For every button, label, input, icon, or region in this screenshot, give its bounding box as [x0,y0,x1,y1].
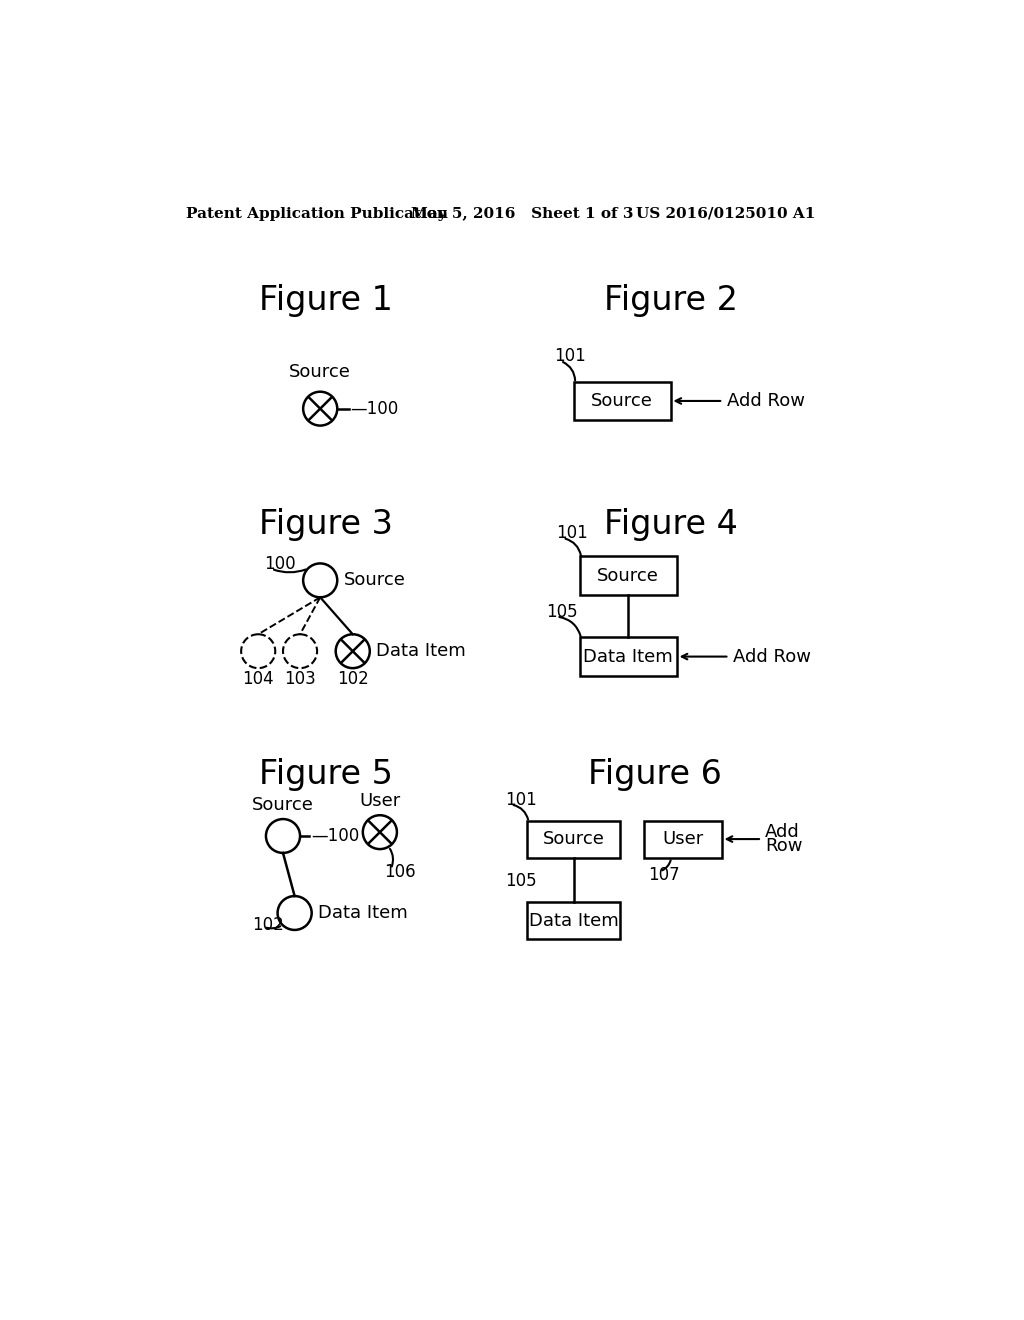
Bar [527,903,621,940]
Text: Figure 3: Figure 3 [259,508,392,541]
Text: Source: Source [289,363,351,380]
Text: Source: Source [343,572,406,589]
Text: Source: Source [252,796,314,814]
Text: —100: —100 [350,400,398,417]
Text: 106: 106 [384,863,416,882]
Text: Data Item: Data Item [376,643,466,660]
Text: Figure 1: Figure 1 [259,284,392,317]
Text: 105: 105 [506,871,537,890]
Text: Figure 4: Figure 4 [603,508,737,541]
Text: Source: Source [591,392,653,411]
Text: Figure 6: Figure 6 [588,758,722,791]
Text: 107: 107 [648,866,680,883]
Text: Figure 2: Figure 2 [603,284,737,317]
Text: 102: 102 [252,916,284,933]
Text: 101: 101 [505,791,537,809]
Bar [580,557,677,595]
Text: Data Item: Data Item [584,648,673,665]
Bar [580,638,677,676]
Text: Figure 5: Figure 5 [259,758,392,791]
Text: Patent Application Publication: Patent Application Publication [186,207,449,220]
Text: 103: 103 [285,671,316,688]
Bar [644,821,722,858]
Text: Add: Add [765,824,800,841]
Bar [527,821,621,858]
Text: User: User [663,830,703,847]
Text: 105: 105 [547,603,579,620]
Text: Data Item: Data Item [528,912,618,929]
Text: US 2016/0125010 A1: US 2016/0125010 A1 [636,207,815,220]
Text: 101: 101 [554,347,586,366]
Text: Row: Row [765,837,803,855]
Text: Data Item: Data Item [317,904,408,921]
Text: Add Row: Add Row [733,648,811,665]
Text: —100: —100 [311,828,359,845]
Text: Add Row: Add Row [727,392,805,411]
Text: 100: 100 [263,556,295,573]
Text: Source: Source [597,566,659,585]
Text: 104: 104 [243,671,274,688]
Text: 102: 102 [337,671,369,688]
Text: 101: 101 [557,524,589,543]
Text: May 5, 2016   Sheet 1 of 3: May 5, 2016 Sheet 1 of 3 [411,207,634,220]
Text: User: User [359,792,400,810]
Bar [573,381,671,420]
Text: Source: Source [543,830,604,847]
